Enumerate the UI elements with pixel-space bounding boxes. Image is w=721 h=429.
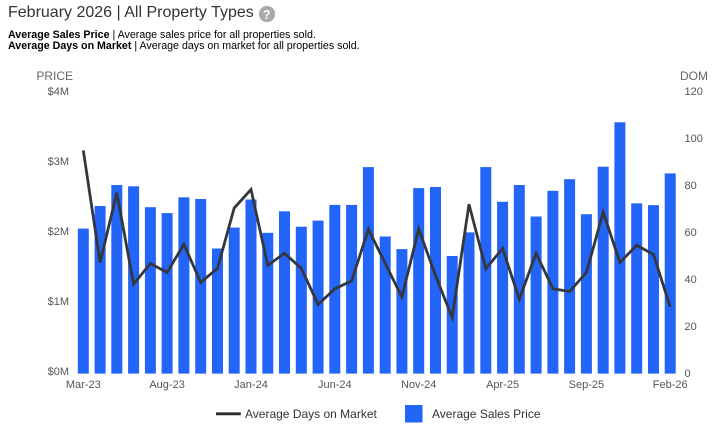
svg-text:Jun-24: Jun-24: [318, 379, 352, 391]
svg-text:$1M: $1M: [48, 296, 69, 308]
svg-text:Feb-26: Feb-26: [653, 379, 688, 391]
svg-text:100: 100: [685, 133, 703, 145]
svg-text:120: 120: [685, 86, 703, 98]
svg-text:$4M: $4M: [48, 86, 69, 98]
svg-text:40: 40: [685, 274, 697, 286]
svg-text:$2M: $2M: [48, 226, 69, 238]
svg-text:Nov-24: Nov-24: [401, 379, 436, 391]
svg-text:0: 0: [685, 368, 691, 380]
svg-text:Aug-23: Aug-23: [149, 379, 184, 391]
svg-text:20: 20: [685, 321, 697, 333]
svg-text:Mar-23: Mar-23: [66, 379, 101, 391]
svg-text:Jan-24: Jan-24: [234, 379, 268, 391]
svg-text:$0M: $0M: [48, 366, 69, 378]
svg-text:PRICE: PRICE: [36, 69, 73, 83]
svg-text:60: 60: [685, 227, 697, 239]
svg-text:Sep-25: Sep-25: [569, 379, 604, 391]
svg-text:$3M: $3M: [48, 156, 69, 168]
svg-text:Apr-25: Apr-25: [486, 379, 519, 391]
svg-text:80: 80: [685, 180, 697, 192]
svg-text:DOM: DOM: [680, 69, 708, 83]
